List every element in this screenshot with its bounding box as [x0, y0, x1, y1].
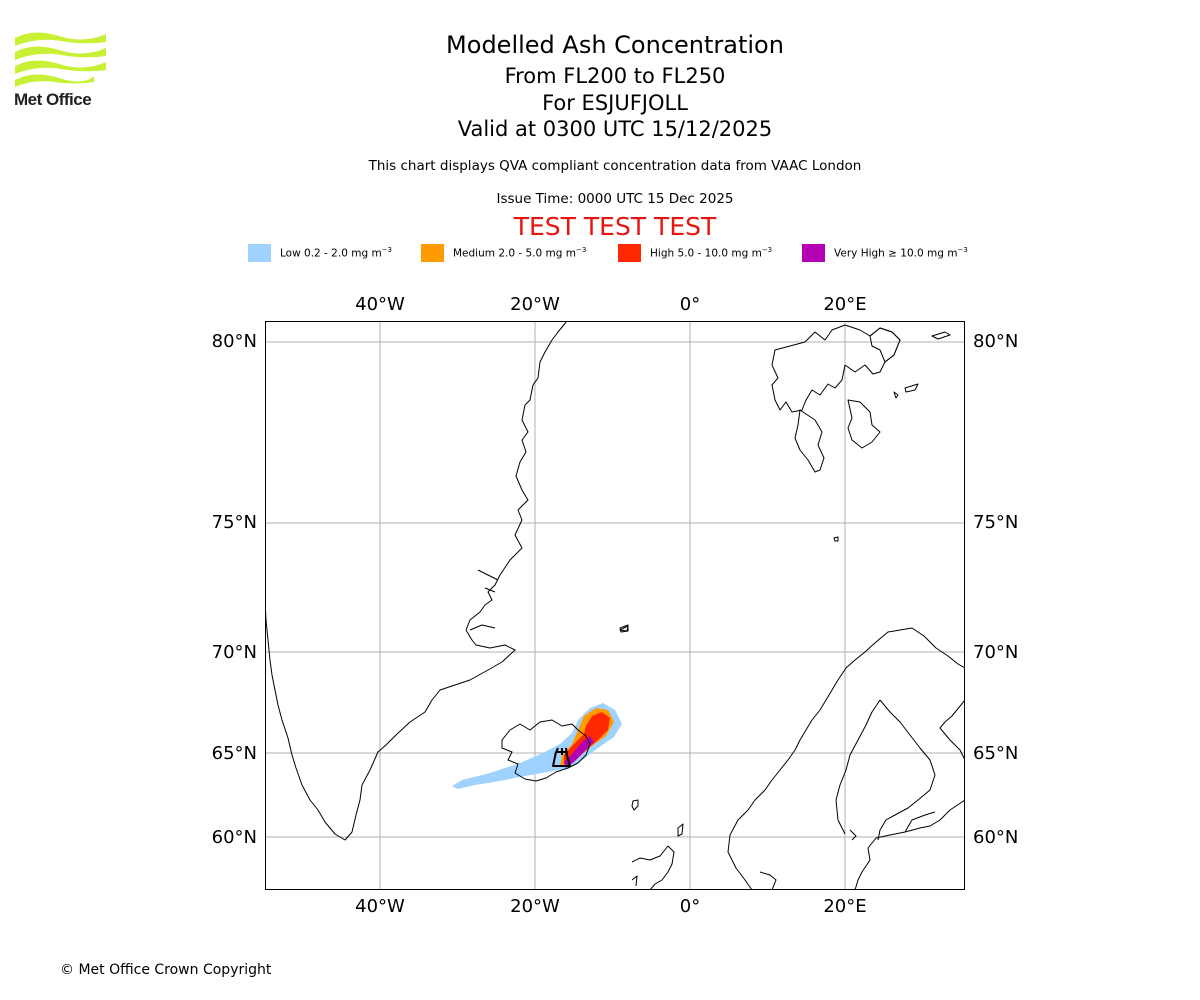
ash-low-region — [452, 703, 622, 789]
chart-title: Modelled Ash Concentration — [446, 31, 784, 59]
ash-plume — [452, 703, 622, 789]
coastlines — [265, 321, 965, 890]
kong-karls-land — [904, 383, 919, 393]
greenland-coast — [265, 321, 568, 841]
lat-label-right: 60°N — [973, 827, 1018, 848]
lat-label-right: 75°N — [973, 512, 1018, 533]
legend-swatch-very-high — [802, 244, 825, 262]
compliance-note: This chart displays QVA compliant concen… — [368, 158, 862, 174]
iceland-coast — [501, 719, 591, 782]
norway-coast — [727, 627, 965, 890]
lat-label-left: 75°N — [212, 512, 257, 533]
flight-levels: From FL200 to FL250 — [504, 64, 726, 88]
lon-label-top: 0° — [680, 294, 700, 315]
concentration-legend: Low 0.2 - 2.0 mg m−3 Medium 2.0 - 5.0 mg… — [0, 244, 1200, 264]
ash-very-high-region — [564, 736, 594, 768]
legend-label-low: Low 0.2 - 2.0 mg m — [280, 247, 382, 260]
lat-label-left: 80°N — [212, 331, 257, 352]
bothnia-coast — [835, 699, 936, 841]
graticule — [265, 321, 965, 890]
lat-label-right: 65°N — [973, 743, 1018, 764]
issue-time: Issue Time: 0000 UTC 15 Dec 2025 — [496, 191, 734, 207]
legend-swatch-medium — [421, 244, 444, 262]
legend-unit-very-high: −3 — [957, 246, 968, 255]
lat-label-left: 60°N — [212, 827, 257, 848]
scotland-coast — [631, 845, 675, 890]
lat-label-right: 80°N — [973, 331, 1018, 352]
legend-label-medium: Medium 2.0 - 5.0 mg m — [453, 247, 576, 260]
map-frame — [265, 321, 965, 890]
svalbard-south — [794, 409, 825, 473]
franz-josef-island — [931, 331, 951, 340]
greenland-island-1 — [619, 624, 629, 633]
legend-swatch-low — [248, 244, 271, 262]
lon-label-bottom: 20°E — [823, 896, 866, 917]
tick-labels: 40°W 20°W 0° 20°E 40°W 20°W 0° 20°E 80°N… — [212, 294, 1019, 917]
test-banner: TEST TEST TEST — [513, 212, 717, 241]
legend-item-medium: Medium 2.0 - 5.0 mg m−3 — [421, 244, 586, 262]
legend-item-very-high: Very High ≥ 10.0 mg m−3 — [802, 244, 968, 262]
lon-label-bottom: 20°W — [510, 896, 560, 917]
legend-unit-low: −3 — [381, 246, 393, 255]
legend-unit-medium: −3 — [575, 246, 587, 255]
met-office-logo-text: Met Office — [14, 90, 92, 109]
met-office-waves-icon — [15, 32, 106, 87]
volcano-marker — [552, 747, 571, 767]
lon-label-bottom: 0° — [680, 896, 700, 917]
legend-label-high: High 5.0 - 10.0 mg m — [650, 247, 762, 260]
lon-label-top: 40°W — [355, 294, 405, 315]
svalbard-nordaustlandet — [869, 327, 901, 363]
svalbard-coast — [771, 324, 901, 413]
legend-item-low: Low 0.2 - 2.0 mg m−3 — [248, 244, 392, 262]
legend-item-high: High 5.0 - 10.0 mg m−3 — [618, 244, 772, 262]
lat-label-left: 70°N — [212, 642, 257, 663]
svalbard-edgeoya — [847, 399, 881, 449]
jan-mayen — [619, 625, 629, 632]
lon-label-top: 20°W — [510, 294, 560, 315]
valid-time: Valid at 0300 UTC 15/12/2025 — [457, 117, 773, 141]
lon-label-top: 20°E — [823, 294, 866, 315]
lon-label-bottom: 40°W — [355, 896, 405, 917]
legend-unit-high: −3 — [761, 246, 773, 255]
faroe-islands — [631, 799, 639, 811]
lat-label-left: 65°N — [212, 743, 257, 764]
sweden-finland-coast — [854, 699, 965, 890]
lat-label-right: 70°N — [973, 642, 1018, 663]
copyright-notice: © Met Office Crown Copyright — [60, 962, 272, 978]
legend-swatch-high — [618, 244, 641, 262]
legend-label-very-high: Very High ≥ 10.0 mg m — [834, 247, 958, 260]
shetland — [677, 823, 684, 837]
bear-island — [833, 536, 839, 542]
met-office-logo: Met Office — [14, 30, 108, 112]
volcano-name: For ESJUFJOLL — [542, 91, 688, 115]
